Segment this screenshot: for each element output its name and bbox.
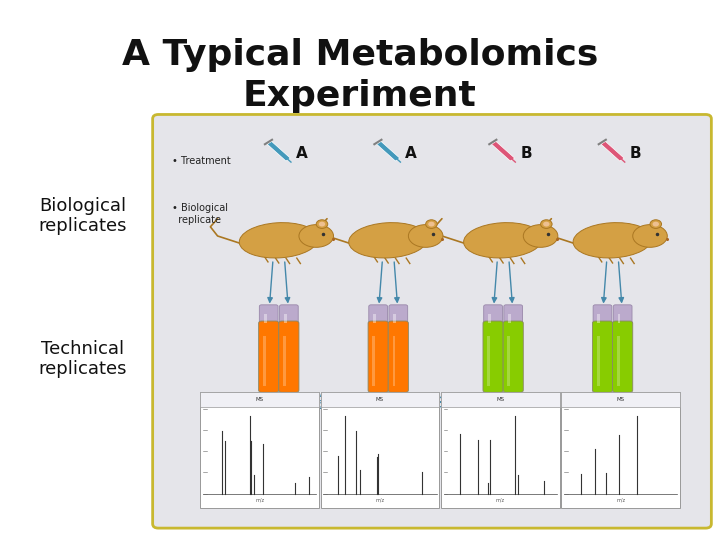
FancyBboxPatch shape: [388, 321, 408, 392]
Ellipse shape: [348, 222, 428, 258]
Text: A Typical Metabolomics
Experiment: A Typical Metabolomics Experiment: [122, 38, 598, 112]
FancyBboxPatch shape: [593, 305, 612, 327]
FancyBboxPatch shape: [613, 305, 632, 327]
Text: m/z: m/z: [496, 498, 505, 503]
Bar: [508, 336, 510, 386]
FancyBboxPatch shape: [613, 321, 633, 392]
Bar: [487, 336, 490, 386]
Text: • Treatment: • Treatment: [172, 156, 231, 166]
FancyBboxPatch shape: [593, 321, 613, 392]
FancyBboxPatch shape: [368, 321, 388, 392]
Ellipse shape: [650, 220, 662, 228]
Text: B: B: [630, 146, 642, 161]
Bar: [562, 392, 680, 407]
Text: Biological
replicates: Biological replicates: [39, 197, 127, 235]
FancyBboxPatch shape: [258, 321, 279, 392]
Bar: [617, 336, 620, 386]
Bar: [441, 392, 560, 407]
Text: m/z: m/z: [616, 498, 626, 503]
Text: MS: MS: [617, 396, 625, 402]
Polygon shape: [492, 141, 515, 161]
FancyBboxPatch shape: [484, 305, 503, 327]
FancyBboxPatch shape: [441, 392, 560, 508]
FancyBboxPatch shape: [562, 392, 680, 508]
FancyBboxPatch shape: [259, 305, 278, 327]
Text: MS: MS: [256, 396, 264, 402]
Ellipse shape: [319, 221, 325, 227]
Bar: [508, 314, 511, 323]
Ellipse shape: [299, 225, 333, 247]
Text: m/z: m/z: [375, 498, 384, 503]
FancyBboxPatch shape: [279, 305, 298, 327]
Bar: [393, 314, 396, 323]
Ellipse shape: [408, 225, 443, 247]
Ellipse shape: [652, 221, 659, 227]
Text: MS: MS: [376, 396, 384, 402]
FancyBboxPatch shape: [504, 305, 523, 327]
Ellipse shape: [464, 222, 543, 258]
FancyBboxPatch shape: [153, 114, 711, 528]
FancyBboxPatch shape: [279, 321, 299, 392]
Text: B: B: [521, 146, 532, 161]
Bar: [598, 314, 600, 323]
Bar: [372, 336, 375, 386]
Ellipse shape: [543, 221, 549, 227]
Polygon shape: [601, 141, 624, 161]
Text: MS: MS: [496, 396, 505, 402]
Text: m/z: m/z: [255, 498, 264, 503]
Ellipse shape: [316, 220, 328, 228]
Bar: [284, 314, 287, 323]
FancyBboxPatch shape: [200, 392, 319, 508]
Bar: [488, 314, 491, 323]
Polygon shape: [267, 141, 290, 161]
Ellipse shape: [239, 222, 318, 258]
Ellipse shape: [428, 221, 435, 227]
FancyBboxPatch shape: [369, 305, 387, 327]
FancyBboxPatch shape: [503, 321, 523, 392]
Bar: [597, 336, 600, 386]
Ellipse shape: [426, 220, 437, 228]
Ellipse shape: [541, 220, 552, 228]
Bar: [263, 336, 266, 386]
Ellipse shape: [633, 225, 667, 247]
Bar: [200, 392, 319, 407]
Text: A: A: [405, 146, 417, 161]
Text: Technical
replicates: Technical replicates: [39, 340, 127, 379]
Polygon shape: [377, 141, 400, 161]
Bar: [392, 336, 395, 386]
FancyBboxPatch shape: [320, 392, 439, 508]
Text: • Biological
  replicate: • Biological replicate: [172, 203, 228, 225]
FancyBboxPatch shape: [483, 321, 503, 392]
Bar: [264, 314, 266, 323]
Bar: [373, 314, 376, 323]
Bar: [283, 336, 286, 386]
Bar: [618, 314, 621, 323]
Ellipse shape: [523, 225, 558, 247]
Bar: [320, 392, 439, 407]
Ellipse shape: [573, 222, 652, 258]
FancyBboxPatch shape: [389, 305, 408, 327]
Text: A: A: [296, 146, 307, 161]
